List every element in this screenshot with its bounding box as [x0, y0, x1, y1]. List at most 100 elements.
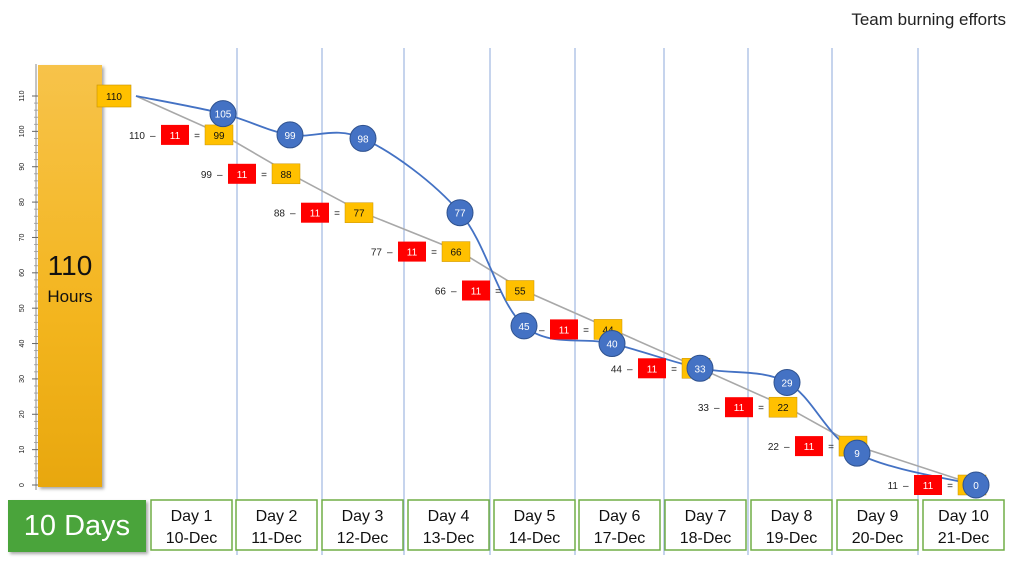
equals-sign: =	[334, 209, 340, 220]
burn-box	[228, 163, 256, 184]
ideal-prev-value: 99	[201, 170, 213, 181]
actual-point	[349, 124, 377, 152]
y-tick-label: 0	[19, 483, 26, 487]
day-cell	[321, 499, 404, 551]
ideal-prev-value: 88	[274, 209, 286, 220]
actual-point-label: 98	[357, 134, 369, 145]
ideal-prev-value: 44	[611, 364, 623, 375]
equals-sign: =	[583, 325, 589, 336]
remaining-value: 22	[777, 403, 789, 414]
burn-value: 11	[471, 287, 482, 298]
remaining-box	[344, 202, 374, 223]
y-tick-label: 20	[19, 410, 26, 418]
actual-point-label: 40	[606, 340, 618, 351]
minus-sign: –	[539, 325, 545, 336]
equals-sign: =	[828, 442, 834, 453]
day-cell	[235, 499, 318, 551]
actual-point	[686, 354, 714, 382]
day-label: Day 1	[171, 508, 213, 525]
burn-box	[638, 358, 666, 379]
date-label: 20-Dec	[852, 530, 904, 547]
date-label: 12-Dec	[337, 530, 389, 547]
remaining-value: 55	[514, 287, 526, 298]
ideal-prev-value: 11	[888, 481, 899, 492]
day-label: Day 8	[771, 508, 813, 525]
y-tick-label: 90	[19, 163, 26, 171]
remaining-value: 77	[353, 209, 365, 220]
day-label: Day 5	[514, 508, 556, 525]
burn-value: 11	[407, 248, 418, 259]
minus-sign: –	[290, 209, 296, 220]
y-tick-label: 80	[19, 198, 26, 206]
burn-value: 11	[310, 209, 321, 220]
ideal-prev-value: 22	[768, 442, 780, 453]
actual-point	[598, 330, 626, 358]
remaining-box	[768, 396, 798, 418]
y-tick-label: 10	[19, 446, 26, 454]
date-label: 11-Dec	[251, 530, 301, 547]
minus-sign: –	[627, 364, 633, 375]
equals-sign: =	[671, 364, 677, 375]
date-label: 17-Dec	[594, 530, 646, 547]
chart-title: Team burning efforts	[851, 10, 1006, 29]
burn-value: 11	[559, 325, 570, 336]
date-label: 19-Dec	[766, 530, 818, 547]
burn-value: 11	[237, 170, 248, 181]
burn-box	[795, 436, 823, 457]
burn-box	[462, 280, 490, 301]
total-hours-bar: 110 Hours	[38, 65, 102, 487]
actual-point	[209, 100, 237, 128]
y-tick-label: 30	[19, 375, 26, 383]
burn-box	[725, 397, 753, 418]
equals-sign: =	[947, 481, 953, 492]
day-cell	[922, 499, 1005, 551]
actual-point-label: 0	[973, 481, 979, 492]
actual-point	[276, 121, 304, 149]
day-cell	[407, 499, 490, 551]
date-label: 21-Dec	[938, 530, 990, 547]
day-label: Day 10	[938, 508, 989, 525]
actual-point	[962, 471, 990, 499]
total-hours-unit: Hours	[47, 287, 93, 306]
burn-box	[301, 202, 329, 223]
ideal-prev-value: 33	[698, 403, 710, 414]
ideal-prev-value: 66	[435, 287, 447, 298]
minus-sign: –	[451, 287, 457, 298]
actual-point	[446, 199, 474, 227]
actual-point	[773, 368, 801, 396]
y-tick-label: 40	[19, 340, 26, 348]
day-label: Day 6	[599, 508, 641, 525]
actual-point	[843, 439, 871, 467]
day-cell	[493, 499, 576, 551]
equals-sign: =	[431, 248, 437, 259]
day-label: Day 7	[685, 508, 727, 525]
actual-point-label: 33	[694, 364, 706, 375]
y-tick-label: 100	[19, 125, 26, 137]
burn-value: 11	[804, 442, 815, 453]
burn-box	[161, 124, 189, 145]
burn-value: 11	[647, 364, 658, 375]
remaining-box	[441, 241, 471, 262]
burn-box	[550, 319, 578, 340]
actual-point-label: 105	[215, 110, 232, 121]
y-tick-label: 50	[19, 304, 26, 312]
duration-label: 10 Days	[8, 500, 146, 552]
minus-sign: –	[150, 131, 156, 142]
actual-burndown-line	[135, 95, 977, 486]
equals-sign: =	[194, 131, 200, 142]
minus-sign: –	[784, 442, 790, 453]
ideal-burndown-line	[135, 95, 977, 486]
actual-point-label: 9	[854, 449, 860, 460]
day-cell	[750, 499, 833, 551]
ideal-prev-value: 77	[371, 248, 383, 259]
equals-sign: =	[261, 170, 267, 181]
y-tick-label: 110	[19, 90, 26, 101]
y-tick-label: 70	[19, 233, 26, 241]
date-label: 13-Dec	[423, 530, 475, 547]
actual-point-label: 45	[518, 322, 530, 333]
burn-box	[914, 475, 942, 495]
day-label: Day 4	[428, 508, 470, 525]
day-label: Day 2	[256, 508, 298, 525]
equals-sign: =	[758, 403, 764, 414]
day-label: Day 9	[857, 508, 899, 525]
